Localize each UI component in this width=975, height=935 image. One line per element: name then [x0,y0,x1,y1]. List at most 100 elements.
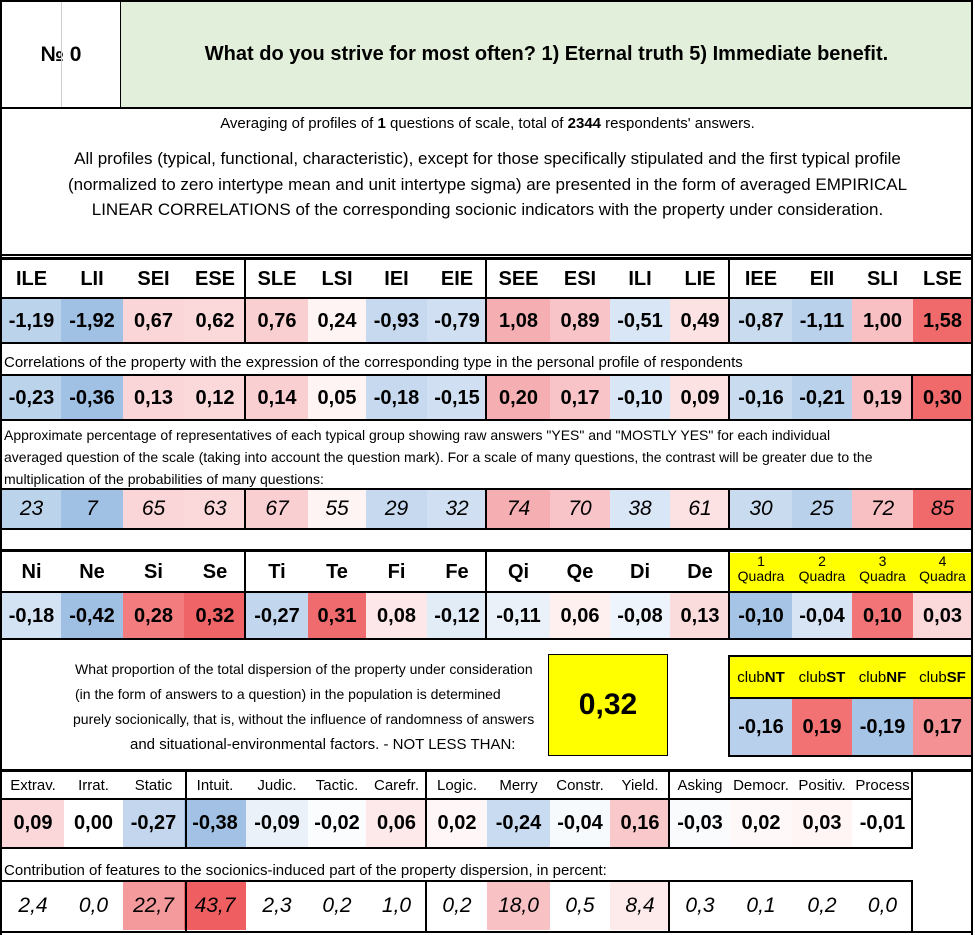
type-correlation-1: -0,36 [61,376,123,420]
correlation-caption: Correlations of the property with the ex… [4,354,743,371]
type-label-11-text: LIE [684,267,716,290]
type-label-8: SEE [487,260,550,298]
trait-value-14: -0,01 [852,800,913,847]
function-label-8: Qi [487,553,550,592]
function-label-0-text: Ni [21,561,42,583]
percentage-caption-2: averaged question of the scale (taking i… [4,449,873,465]
quadra-value-3-text: 0,03 [923,604,962,627]
type-correlation-3-text: 0,12 [195,386,235,409]
trait-label-13: Positiv. [792,772,852,799]
questions-count: 1 [377,115,386,132]
type-percentage-14: 72 [852,490,913,528]
trait-contribution-2: 22,7 [123,882,184,930]
function-label-1: Ne [61,553,123,592]
type-profile-8: 1,08 [487,299,550,343]
trait-label-7: Logic. [427,772,487,799]
trait-label-0: Extrav. [2,772,64,799]
averaging-mid: questions of scale, total of [385,115,568,132]
percentage-caption-3: multiplication of the probabilities of m… [4,471,324,487]
function-label-11: De [670,553,730,592]
trait-value-8-text: -0,24 [495,812,542,834]
trait-value-1: 0,00 [64,800,123,847]
contrib-group-sep-1 [425,880,427,932]
type-label-4: SLE [246,260,308,298]
function-label-11-text: De [687,561,713,583]
club-value-2: -0,19 [852,699,913,755]
type-correlation-11-text: 0,09 [680,386,720,409]
trait-label-8-text: Merry [499,777,538,794]
trait-value-3: -0,38 [184,800,246,847]
type-label-7-text: EIE [440,267,474,290]
function-value-3-text: 0,32 [195,604,235,627]
averaging-suffix: respondents' answers. [601,115,755,132]
function-value-6: 0,08 [366,593,427,639]
type-profile-5-text: 0,24 [317,309,357,332]
function-label-7: Fe [427,553,487,592]
type-percentage-3-text: 63 [203,497,227,520]
type-profile-1-text: -1,92 [69,309,115,332]
function-label-7-text: Fe [445,561,469,583]
trait-contribution-6: 1,0 [366,882,427,930]
type-group-sep-1 [485,257,487,344]
type-percentage-8-text: 74 [506,497,531,520]
function-value-0: -0,18 [2,593,61,639]
trait-contribution-8-text: 18,0 [498,894,539,917]
type-correlation-11: 0,09 [670,376,730,420]
function-value-5-text: 0,31 [317,604,357,627]
trait-value-4-text: -0,09 [254,812,300,834]
type-profile-10: -0,51 [610,299,670,343]
trait-right [911,769,913,849]
quadra-number-1: 2 [818,553,826,569]
function-value-7-text: -0,12 [434,604,480,627]
type-group-sep-2 [728,257,730,344]
type-group-corr-sep-2 [728,374,730,421]
trait-value-9: -0,04 [550,800,610,847]
type-label-14: SLI [852,260,913,298]
trait-label-9-text: Constr. [556,777,604,794]
trait-label-14: Process [852,772,913,799]
type-label-10: ILI [610,260,670,298]
type-label-5: LSI [308,260,366,298]
question-title-text: What do you strive for most often? 1) Et… [204,43,889,65]
trait-contribution-11-text: 0,3 [685,894,715,917]
club-header-0: club NT [730,657,792,697]
type-group-corr-sep-0 [244,374,246,421]
quadra-word-3: Quadra [919,568,966,584]
type-label-9-text: ESI [563,267,597,290]
quadra-header-0: 1 Quadra [730,554,792,592]
type-correlation-2-text: 0,13 [134,386,173,409]
club-prefix-1: club [798,668,827,686]
func-group-sep-1 [485,549,487,640]
dispersion-value: 0,32 [548,654,668,756]
function-label-3-text: Se [202,561,228,583]
type-percentage-5: 55 [308,490,366,528]
trait-label-0-text: Extrav. [10,777,56,794]
function-value-2-text: 0,28 [134,604,173,627]
trait-label-13-text: Positiv. [798,777,846,794]
type-label-2-text: SEI [137,267,170,290]
type-profile-2-text: 0,67 [134,309,173,332]
quadra-number-0: 1 [757,553,765,569]
trait-label-bottom [0,798,913,800]
type-profile-3: 0,62 [184,299,246,343]
trait-value-5-text: -0,02 [314,812,360,834]
trait-value-7-text: 0,02 [437,812,477,834]
type-profile-7-text: -0,79 [434,309,480,332]
trait-label-2: Static [123,772,184,799]
type-label-12: IEE [730,260,792,298]
type-percentage-9: 70 [550,490,610,528]
club-value-3-text: 0,17 [923,715,962,738]
dispersion-value-text: 0,32 [578,688,638,721]
trait-contribution-7: 0,2 [427,882,487,930]
type-profile-2: 0,67 [123,299,184,343]
function-value-7: -0,12 [427,593,487,639]
club-value-1-text: 0,19 [802,715,842,738]
trait-contribution-3-text: 43,7 [194,894,236,917]
type-percentage-0-text: 23 [19,497,44,520]
type-correlation-2: 0,13 [123,376,184,420]
type-percentage-8: 74 [487,490,550,528]
type-percentage-1-text: 7 [86,497,98,520]
type-label-13-text: EII [809,267,835,290]
quadra-word-0: Quadra [737,568,785,584]
respondents-count: 2344 [567,115,602,132]
